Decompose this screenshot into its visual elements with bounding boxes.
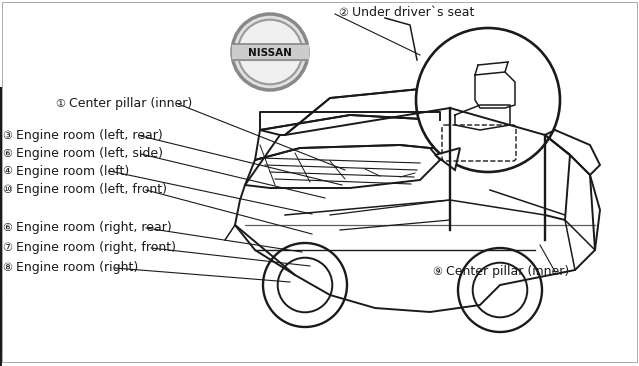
- Text: Center pillar (inner): Center pillar (inner): [69, 97, 192, 111]
- Text: ⑩: ⑩: [2, 185, 12, 195]
- Text: ⑥: ⑥: [2, 223, 12, 233]
- Text: Engine room (right, front): Engine room (right, front): [16, 242, 176, 254]
- Text: ①: ①: [55, 99, 65, 109]
- Text: ⑧: ⑧: [2, 263, 12, 273]
- Text: ⑨: ⑨: [432, 267, 442, 277]
- Text: ②: ②: [338, 8, 348, 18]
- Text: Engine room (left, side): Engine room (left, side): [16, 147, 163, 161]
- Polygon shape: [435, 148, 460, 170]
- Text: Engine room (right, rear): Engine room (right, rear): [16, 221, 172, 235]
- Text: Engine room (left, front): Engine room (left, front): [16, 183, 167, 197]
- Text: ⑥: ⑥: [2, 149, 12, 159]
- Circle shape: [232, 14, 308, 90]
- Text: ④: ④: [2, 166, 12, 176]
- Circle shape: [238, 20, 302, 84]
- Text: Under driver`s seat: Under driver`s seat: [352, 7, 474, 19]
- Text: Engine room (right): Engine room (right): [16, 261, 138, 274]
- Text: Engine room (left, rear): Engine room (left, rear): [16, 130, 163, 142]
- Text: ⑦: ⑦: [2, 243, 12, 253]
- Text: ③: ③: [2, 131, 12, 141]
- Text: NISSAN: NISSAN: [248, 48, 292, 58]
- Text: Engine room (left): Engine room (left): [16, 164, 129, 178]
- Circle shape: [416, 28, 560, 172]
- Text: Center pillar (inner): Center pillar (inner): [446, 265, 569, 279]
